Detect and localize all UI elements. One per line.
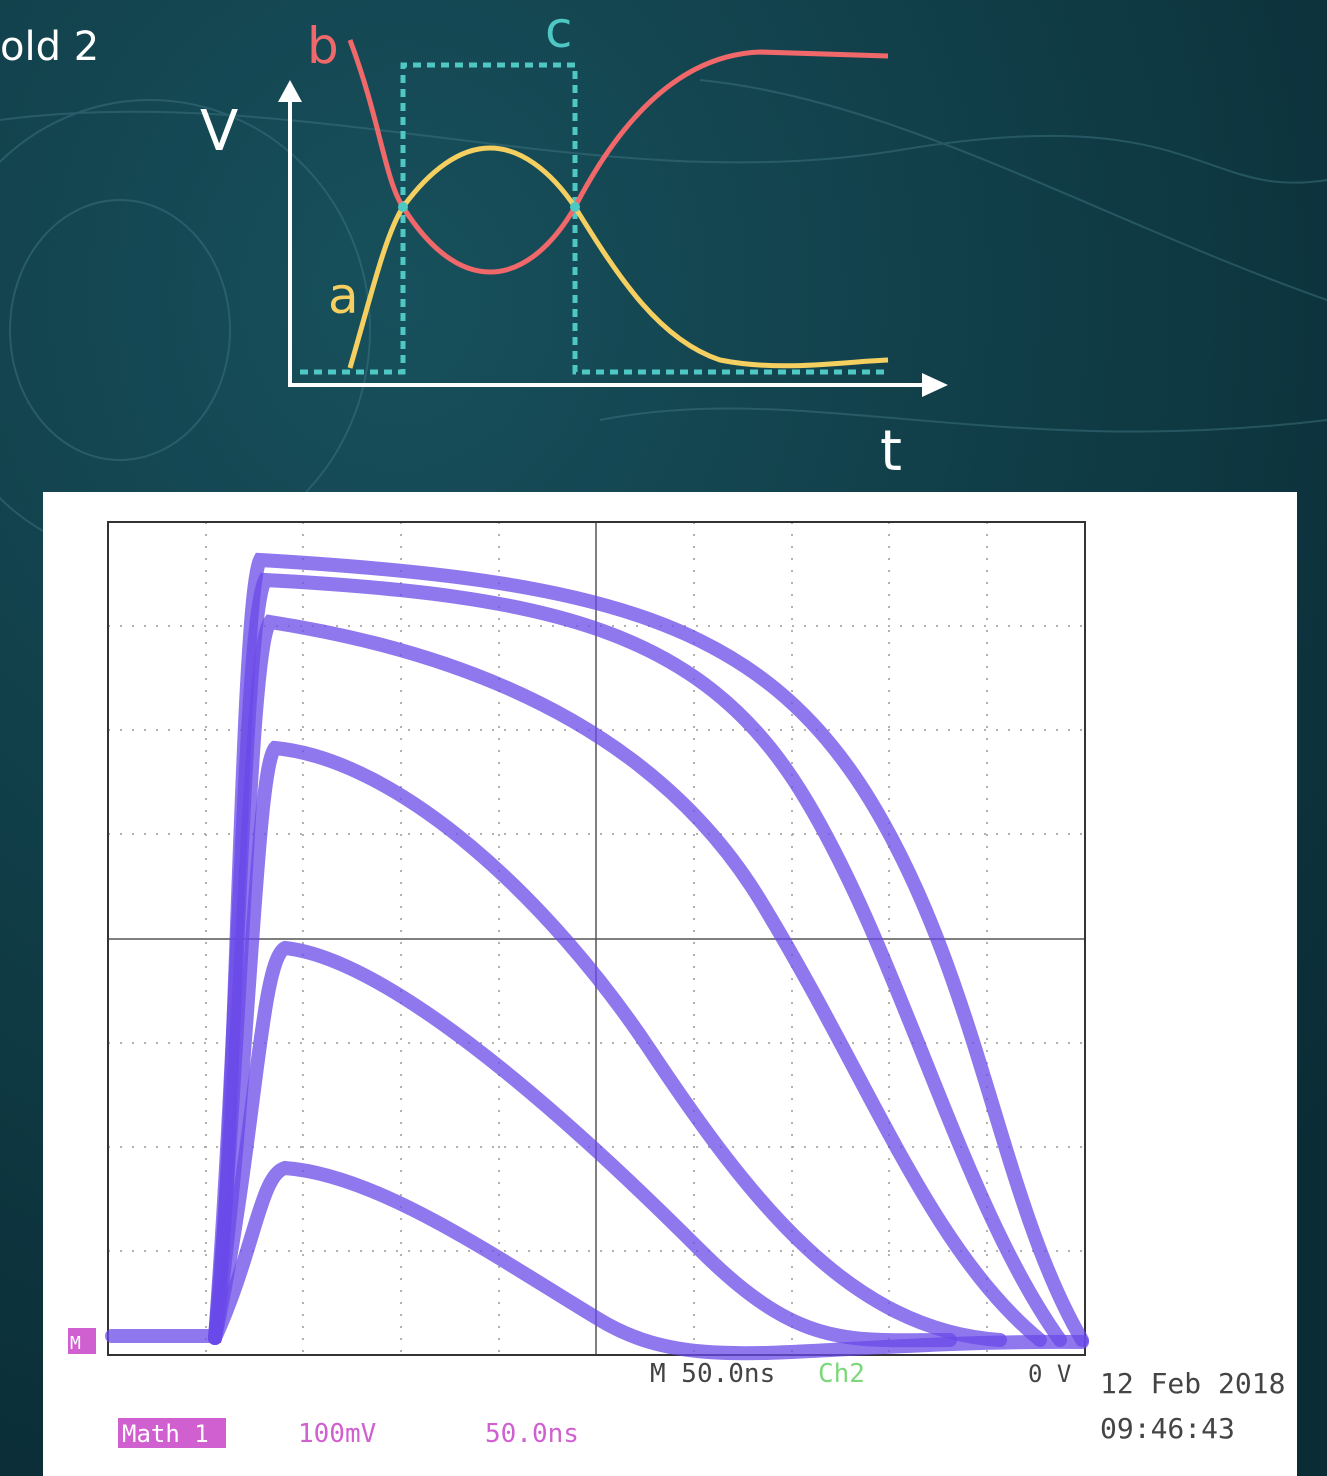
slide-text: old 2: [0, 24, 99, 70]
crossing-point: [570, 202, 580, 212]
oscilloscope: M M 50.0ns Ch2 0 V 12 Feb 2018 09:46:43 …: [43, 492, 1297, 1476]
time: 09:46:43: [1100, 1412, 1235, 1445]
marker-label: M: [70, 1333, 81, 1354]
label-b: b: [307, 17, 339, 75]
y-axis-label: V: [200, 99, 238, 164]
page: old 2 V t a b c: [0, 0, 1327, 1476]
x-axis-label: t: [880, 419, 902, 484]
time-per-div: 50.0ns: [485, 1419, 579, 1449]
trigger-level: 0 V: [1028, 1360, 1071, 1388]
date: 12 Feb 2018: [1100, 1367, 1285, 1400]
math-label: Math 1: [122, 1420, 209, 1448]
crossing-point: [398, 202, 408, 212]
channel: Ch2: [818, 1359, 865, 1389]
timebase: M 50.0ns: [650, 1359, 775, 1389]
label-a: a: [328, 267, 359, 325]
label-c: c: [545, 1, 573, 59]
volts-per-div: 100mV: [298, 1419, 376, 1449]
slide: old 2 V t a b c: [0, 0, 1327, 1476]
